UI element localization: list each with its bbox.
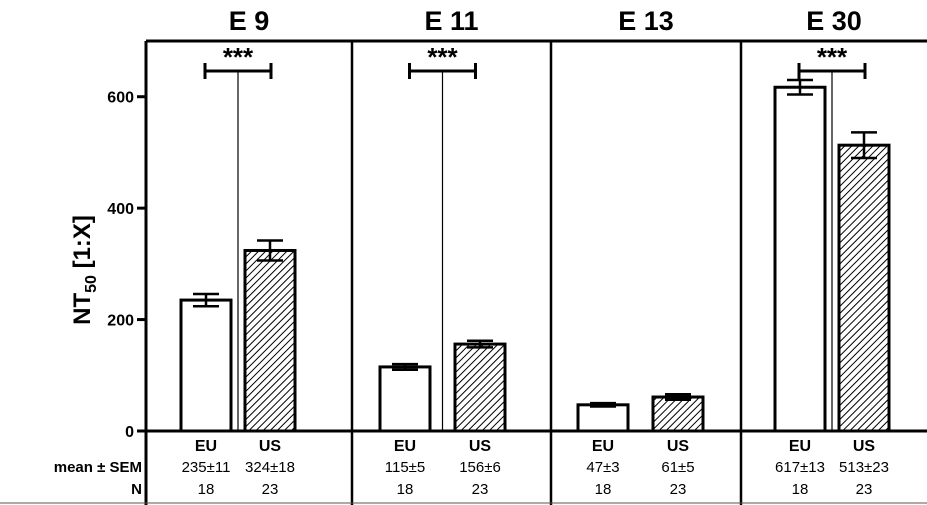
bar-us <box>837 143 891 433</box>
n-value: 18 <box>397 481 414 498</box>
category-label: EU <box>592 438 614 455</box>
significance-label: *** <box>223 42 254 72</box>
y-axis-label-sub: 50 <box>83 275 100 293</box>
row-label-mean-sem: mean ± SEM <box>54 459 142 476</box>
y-tick-label: 600 <box>107 90 134 107</box>
mean-sem-value: 235±11 <box>182 459 231 476</box>
mean-sem-value: 47±3 <box>586 459 619 476</box>
n-value: 23 <box>856 481 873 498</box>
n-value: 23 <box>472 481 489 498</box>
category-label: US <box>667 438 690 455</box>
bar-eu <box>179 298 233 433</box>
category-label: EU <box>394 438 416 455</box>
category-label: US <box>853 438 876 455</box>
n-value: 18 <box>792 481 809 498</box>
mean-sem-value: 513±23 <box>839 459 889 476</box>
panel-title: E 30 <box>806 6 862 36</box>
mean-sem-value: 617±13 <box>775 459 825 476</box>
mean-sem-value: 61±5 <box>661 459 694 476</box>
row-label-n: N <box>131 481 142 498</box>
n-value: 18 <box>198 481 215 498</box>
n-value: 23 <box>262 481 279 498</box>
plot-area: 0 200 400 600 mean ± SEM N E 9 EU 235±11 18 US 324±… <box>0 6 927 505</box>
n-value: 23 <box>670 481 687 498</box>
mean-sem-value: 156±6 <box>459 459 501 476</box>
y-axis-label-rest: [1:X] <box>69 215 96 275</box>
panel-title: E 13 <box>618 6 674 36</box>
bar-eu <box>576 403 630 433</box>
significance-label: *** <box>427 42 458 72</box>
panel-title: E 11 <box>424 6 478 36</box>
bar-eu <box>378 365 432 433</box>
bar-us <box>453 342 507 433</box>
n-value: 18 <box>595 481 612 498</box>
category-label: EU <box>789 438 811 455</box>
category-label: US <box>259 438 282 455</box>
category-label: US <box>469 438 492 455</box>
bar-eu <box>773 85 827 433</box>
panel-title: E 9 <box>229 6 270 36</box>
significance-label: *** <box>817 42 848 72</box>
bar-us <box>651 395 705 433</box>
y-axis-label-main: NT <box>69 293 96 325</box>
bar-us <box>243 248 297 433</box>
category-label: EU <box>195 438 217 455</box>
mean-sem-value: 324±18 <box>245 459 295 476</box>
y-axis-label: NT50 [1:X] <box>69 215 100 325</box>
y-tick-label: 0 <box>125 424 134 441</box>
y-tick-label: 200 <box>107 313 134 330</box>
y-tick-label: 400 <box>107 201 134 218</box>
mean-sem-value: 115±5 <box>385 459 426 476</box>
